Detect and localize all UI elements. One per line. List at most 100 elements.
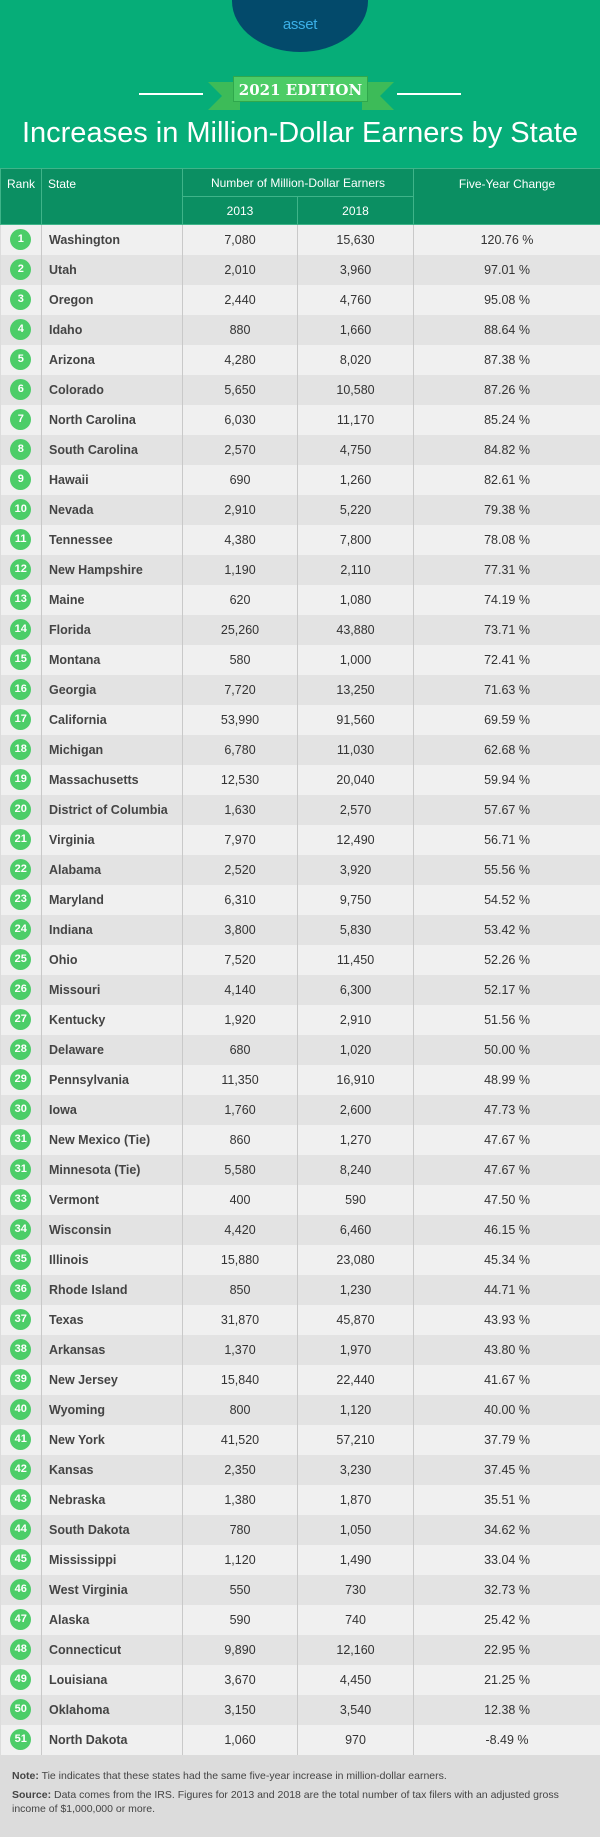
table-row: 42 Kansas 2,350 3,230 37.45 % bbox=[0, 1454, 600, 1485]
cell-state: New Hampshire bbox=[41, 554, 183, 585]
cell-earners-2013: 53,990 bbox=[182, 704, 298, 735]
rank-badge: 31 bbox=[10, 1159, 32, 1180]
cell-rank: 9 bbox=[0, 464, 42, 495]
cell-state: Alabama bbox=[41, 854, 183, 885]
cell-state: Hawaii bbox=[41, 464, 183, 495]
cell-five-year-change: 77.31 % bbox=[413, 554, 600, 585]
cell-state: Delaware bbox=[41, 1034, 183, 1065]
rank-badge: 45 bbox=[10, 1549, 32, 1570]
cell-earners-2018: 1,870 bbox=[297, 1484, 414, 1515]
cell-earners-2013: 4,380 bbox=[182, 524, 298, 555]
table-row: 18 Michigan 6,780 11,030 62.68 % bbox=[0, 734, 600, 765]
cell-earners-2018: 1,270 bbox=[297, 1124, 414, 1155]
cell-earners-2018: 5,220 bbox=[297, 494, 414, 525]
cell-earners-2018: 2,570 bbox=[297, 794, 414, 825]
cell-earners-2018: 5,830 bbox=[297, 914, 414, 945]
cell-rank: 47 bbox=[0, 1604, 42, 1635]
cell-rank: 7 bbox=[0, 404, 42, 435]
cell-earners-2018: 1,260 bbox=[297, 464, 414, 495]
cell-earners-2018: 3,230 bbox=[297, 1454, 414, 1485]
cell-five-year-change: 56.71 % bbox=[413, 824, 600, 855]
cell-five-year-change: 47.67 % bbox=[413, 1124, 600, 1155]
cell-earners-2018: 12,490 bbox=[297, 824, 414, 855]
footnotes: Note: Tie indicates that these states ha… bbox=[0, 1755, 600, 1835]
cell-earners-2018: 15,630 bbox=[297, 224, 414, 255]
cell-rank: 38 bbox=[0, 1334, 42, 1365]
rank-badge: 8 bbox=[10, 439, 32, 460]
cell-earners-2018: 1,230 bbox=[297, 1274, 414, 1305]
table-row: 21 Virginia 7,970 12,490 56.71 % bbox=[0, 824, 600, 855]
cell-earners-2013: 11,350 bbox=[182, 1064, 298, 1095]
cell-earners-2018: 11,170 bbox=[297, 404, 414, 435]
table-row: 15 Montana 580 1,000 72.41 % bbox=[0, 644, 600, 675]
cell-earners-2013: 6,030 bbox=[182, 404, 298, 435]
rank-badge: 37 bbox=[10, 1309, 32, 1330]
rank-badge: 50 bbox=[10, 1699, 32, 1720]
cell-earners-2013: 690 bbox=[182, 464, 298, 495]
rank-badge: 34 bbox=[10, 1219, 32, 1240]
cell-state: Connecticut bbox=[41, 1634, 183, 1665]
cell-state: Missouri bbox=[41, 974, 183, 1005]
cell-state: Oregon bbox=[41, 284, 183, 315]
smartasset-logo: smartasset bbox=[232, 0, 368, 99]
cell-five-year-change: 37.45 % bbox=[413, 1454, 600, 1485]
table-row: 45 Mississippi 1,120 1,490 33.04 % bbox=[0, 1544, 600, 1575]
cell-state: Maryland bbox=[41, 884, 183, 915]
cell-earners-2018: 2,600 bbox=[297, 1094, 414, 1125]
divider bbox=[139, 93, 203, 95]
cell-state: Oklahoma bbox=[41, 1694, 183, 1725]
cell-earners-2018: 3,540 bbox=[297, 1694, 414, 1725]
cell-state: Kentucky bbox=[41, 1004, 183, 1035]
rank-badge: 49 bbox=[10, 1669, 32, 1690]
table-row: 36 Rhode Island 850 1,230 44.71 % bbox=[0, 1274, 600, 1305]
rank-badge: 28 bbox=[10, 1039, 32, 1060]
rank-badge: 12 bbox=[10, 559, 32, 580]
cell-state: Vermont bbox=[41, 1184, 183, 1215]
cell-earners-2018: 8,020 bbox=[297, 344, 414, 375]
table-row: 30 Iowa 1,760 2,600 47.73 % bbox=[0, 1094, 600, 1125]
cell-earners-2013: 620 bbox=[182, 584, 298, 615]
rank-badge: 5 bbox=[10, 349, 32, 370]
table-row: 22 Alabama 2,520 3,920 55.56 % bbox=[0, 854, 600, 885]
cell-earners-2013: 780 bbox=[182, 1514, 298, 1545]
cell-earners-2013: 550 bbox=[182, 1574, 298, 1605]
cell-five-year-change: 40.00 % bbox=[413, 1394, 600, 1425]
cell-earners-2018: 43,880 bbox=[297, 614, 414, 645]
cell-state: Nebraska bbox=[41, 1484, 183, 1515]
table-row: 38 Arkansas 1,370 1,970 43.80 % bbox=[0, 1334, 600, 1365]
cell-earners-2018: 1,080 bbox=[297, 584, 414, 615]
rank-badge: 23 bbox=[10, 889, 32, 910]
table-row: 49 Louisiana 3,670 4,450 21.25 % bbox=[0, 1664, 600, 1695]
table-row: 31 Minnesota (Tie) 5,580 8,240 47.67 % bbox=[0, 1154, 600, 1185]
table-row: 9 Hawaii 690 1,260 82.61 % bbox=[0, 464, 600, 495]
cell-state: Wyoming bbox=[41, 1394, 183, 1425]
cell-earners-2013: 1,370 bbox=[182, 1334, 298, 1365]
cell-rank: 41 bbox=[0, 1424, 42, 1455]
cell-earners-2018: 4,750 bbox=[297, 434, 414, 465]
cell-earners-2018: 9,750 bbox=[297, 884, 414, 915]
cell-rank: 28 bbox=[0, 1034, 42, 1065]
cell-state: Tennessee bbox=[41, 524, 183, 555]
table-row: 12 New Hampshire 1,190 2,110 77.31 % bbox=[0, 554, 600, 585]
cell-rank: 27 bbox=[0, 1004, 42, 1035]
table-row: 40 Wyoming 800 1,120 40.00 % bbox=[0, 1394, 600, 1425]
table-row: 39 New Jersey 15,840 22,440 41.67 % bbox=[0, 1364, 600, 1395]
cell-earners-2018: 590 bbox=[297, 1184, 414, 1215]
table-row: 34 Wisconsin 4,420 6,460 46.15 % bbox=[0, 1214, 600, 1245]
cell-five-year-change: 32.73 % bbox=[413, 1574, 600, 1605]
table-row: 19 Massachusetts 12,530 20,040 59.94 % bbox=[0, 764, 600, 795]
cell-five-year-change: 45.34 % bbox=[413, 1244, 600, 1275]
table-row: 11 Tennessee 4,380 7,800 78.08 % bbox=[0, 524, 600, 555]
cell-five-year-change: 74.19 % bbox=[413, 584, 600, 615]
rank-badge: 35 bbox=[10, 1249, 32, 1270]
cell-rank: 20 bbox=[0, 794, 42, 825]
cell-state: Indiana bbox=[41, 914, 183, 945]
table-row: 1 Washington 7,080 15,630 120.76 % bbox=[0, 224, 600, 255]
cell-state: Arizona bbox=[41, 344, 183, 375]
cell-state: New Jersey bbox=[41, 1364, 183, 1395]
cell-rank: 3 bbox=[0, 284, 42, 315]
header-banner: smartasset 2021 EDITION Increases in Mil… bbox=[0, 0, 600, 168]
rank-badge: 31 bbox=[10, 1129, 32, 1150]
rank-badge: 1 bbox=[10, 229, 32, 251]
rank-badge: 10 bbox=[10, 499, 32, 520]
